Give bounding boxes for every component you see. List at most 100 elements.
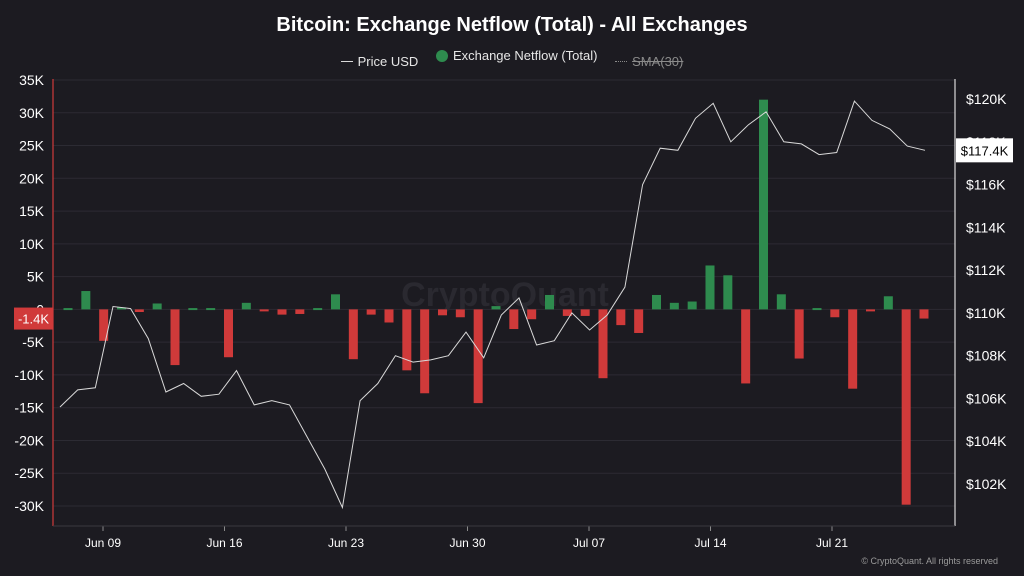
y-left-tick-label: -10K (14, 367, 44, 383)
netflow-bar (848, 309, 858, 389)
tick-labels: 35K30K25K20K15K10K5K0-5K-10K-15K-20K-25K… (14, 72, 1007, 550)
y-left-tick-label: 15K (19, 203, 45, 219)
netflow-bar (455, 309, 465, 318)
price-line-icon (340, 60, 353, 62)
netflow-bar (723, 275, 733, 310)
y-left-tick-label: -30K (14, 498, 44, 514)
netflow-bar (348, 309, 358, 360)
copyright-credit: © CryptoQuant. All rights reserved (861, 556, 998, 566)
axes (52, 79, 956, 531)
netflow-bar (152, 303, 162, 310)
grid-lines (53, 79, 955, 507)
watermark: CryptoQuant (401, 276, 609, 314)
netflow-bar (402, 309, 412, 371)
netflow-bar (313, 308, 323, 311)
y-right-tick-label: $102K (966, 476, 1007, 492)
netflow-bar (883, 296, 893, 310)
legend-label-price: Price USD (357, 53, 419, 69)
netflow-bar (81, 291, 91, 310)
y-left-tick-label: -25K (14, 465, 44, 481)
legend-label-netflow: Exchange Netflow (Total) (452, 48, 598, 63)
y-right-tick-label: $116K (966, 177, 1006, 193)
price-value-badge (956, 138, 1013, 163)
netflow-bar (901, 309, 911, 505)
y-left-tick-label: 30K (19, 105, 45, 121)
price-value-badge-text: $117.4K (961, 143, 1009, 158)
x-tick-label: Jul 14 (694, 536, 726, 550)
chart-legend: Price USD Exchange Netflow (Total) SMA(3… (0, 48, 1024, 69)
y-right-tick-label: $104K (966, 433, 1007, 449)
x-tick-label: Jun 16 (206, 536, 242, 550)
y-left-tick-label: 35K (19, 72, 45, 88)
netflow-bar (384, 309, 394, 323)
netflow-bar (99, 309, 109, 341)
netflow-bar (63, 308, 73, 311)
y-right-tick-label: $106K (966, 390, 1007, 406)
netflow-bar (224, 309, 233, 358)
y-left-tick-label: 5K (27, 269, 45, 285)
netflow-bar (527, 309, 537, 320)
netflow-bar (687, 301, 697, 310)
netflow-bar (241, 302, 251, 310)
netflow-bar (616, 309, 626, 326)
y-right-tick-label: $108K (966, 348, 1007, 364)
netflow-bar (295, 309, 305, 314)
netflow-bar (473, 309, 483, 404)
netflow-bar (170, 309, 180, 366)
y-right-tick-label: $112K (966, 262, 1006, 278)
legend-item-netflow[interactable]: Exchange Netflow (Total) (435, 48, 598, 63)
netflow-bar (331, 294, 340, 310)
netflow-bar (580, 309, 590, 316)
x-tick-label: Jun 30 (449, 536, 485, 550)
netflow-bar (598, 309, 608, 379)
x-tick-label: Jun 23 (328, 536, 364, 550)
netflow-bar (830, 309, 840, 318)
x-tick-label: Jul 07 (573, 536, 605, 550)
netflow-bar (188, 308, 198, 311)
sma-line-icon (615, 60, 628, 62)
y-left-tick-label: 10K (19, 236, 45, 252)
netflow-bar (491, 306, 501, 310)
netflow-bar (919, 309, 929, 319)
netflow-bar (634, 309, 644, 333)
netflow-bar (509, 309, 519, 330)
netflow-bar (866, 309, 875, 312)
netflow-bar (438, 309, 447, 316)
netflow-value-badge (14, 307, 53, 330)
price-line (59, 100, 926, 510)
price-line-group (59, 100, 926, 510)
netflow-bar (705, 265, 715, 310)
netflow-bar (794, 309, 804, 359)
netflow-bar (759, 99, 768, 310)
x-tick-label: Jul 21 (816, 536, 848, 550)
x-tick-label: Jun 09 (85, 536, 121, 550)
netflow-bar (206, 308, 216, 311)
netflow-bar (669, 302, 679, 310)
netflow-bar (277, 309, 287, 315)
legend-item-sma[interactable]: SMA(30) (615, 54, 683, 69)
netflow-bars (63, 99, 929, 505)
netflow-bar (366, 309, 376, 315)
netflow-bar (545, 294, 554, 310)
y-right-tick-label: $120K (966, 91, 1007, 107)
netflow-bar (117, 307, 126, 310)
netflow-value-badge-text: -1.4K (18, 312, 49, 327)
y-left-tick-label: 25K (19, 138, 45, 154)
y-right-tick-label: $110K (966, 305, 1006, 321)
netflow-dot-icon (435, 49, 448, 62)
y-left-tick-label: 20K (19, 170, 45, 186)
netflow-bar (420, 309, 430, 394)
y-left-tick-label: -20K (14, 432, 44, 448)
netflow-bar (134, 309, 144, 313)
netflow-bar (776, 294, 786, 310)
netflow-bar (562, 309, 572, 316)
netflow-bar (812, 308, 822, 311)
netflow-bar (652, 294, 661, 310)
legend-item-price[interactable]: Price USD (340, 53, 419, 69)
y-left-tick-label: -5K (22, 334, 44, 350)
chart-title: Bitcoin: Exchange Netflow (Total) - All … (276, 14, 748, 36)
y-right-tick-label: $114K (966, 219, 1006, 235)
legend-label-sma: SMA(30) (632, 53, 684, 69)
value-badges: -1.4K $117.4K (14, 138, 1013, 330)
